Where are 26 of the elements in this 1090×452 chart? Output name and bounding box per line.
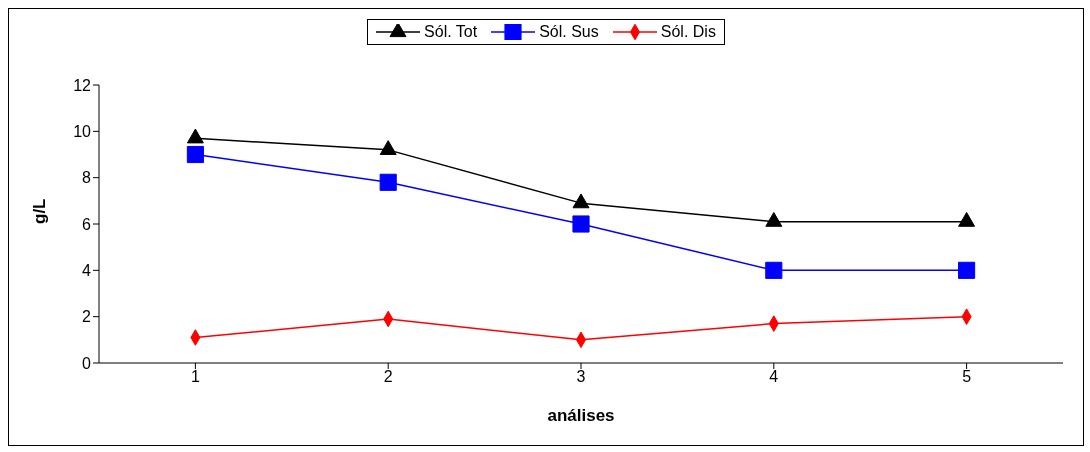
y-tick-label: 2: [82, 308, 92, 326]
point: [958, 261, 976, 279]
point: [958, 211, 976, 227]
legend-label: Sól. Tot: [423, 23, 478, 41]
point: [379, 173, 397, 191]
point: [765, 261, 783, 279]
y-tick-label: 6: [82, 215, 92, 233]
y-tick-label: 10: [73, 123, 92, 141]
x-axis-title: análises: [547, 406, 615, 425]
x-tick-label: 5: [962, 368, 972, 386]
y-tick-label: 12: [73, 76, 92, 94]
point: [186, 128, 204, 144]
legend-label: Sól. Sus: [538, 23, 599, 41]
legend-label: Sól. Dis: [659, 23, 716, 41]
x-tick-label: 1: [190, 368, 200, 386]
y-tick-label: 8: [82, 169, 92, 187]
x-tick-label: 2: [383, 368, 393, 386]
x-tick-label: 4: [769, 368, 779, 386]
y-tick-label: 0: [82, 354, 92, 372]
x-tick-label: 3: [576, 368, 586, 386]
point: [572, 193, 590, 209]
y-tick-label: 4: [82, 262, 92, 280]
point: [379, 140, 397, 155]
point: [572, 215, 590, 233]
y-axis-title: g/L: [30, 198, 50, 224]
point: [765, 211, 783, 227]
